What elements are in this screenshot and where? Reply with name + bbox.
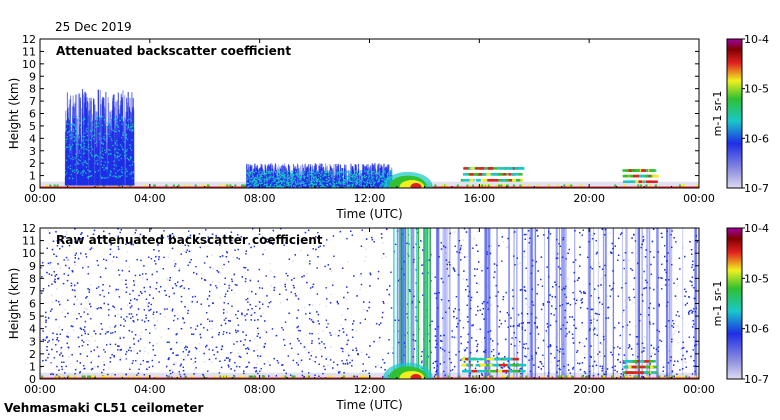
x-tick-label: 08:00 [244, 192, 276, 205]
x-tick-label: 12:00 [354, 192, 386, 205]
colorbar-tick-label: 10-5 [744, 272, 769, 285]
feature-layer-5 [622, 169, 659, 183]
y-tick-label: 10 [22, 58, 36, 71]
feature-blob-3 [383, 362, 433, 379]
y-tick-label: 6 [29, 298, 36, 311]
y-tick-label: 4 [29, 323, 36, 336]
y-tick-label: 1 [29, 170, 36, 183]
y-axis-label: Height (km) [7, 268, 21, 339]
feature-layer-4 [461, 357, 527, 373]
y-tick-label: 6 [29, 108, 36, 121]
plot-background [40, 39, 699, 188]
x-tick-label: 00:00 [683, 192, 715, 205]
x-tick-label: 04:00 [134, 192, 166, 205]
feature-column-2 [246, 163, 393, 188]
plot-area [40, 39, 699, 188]
x-tick-label: 00:00 [683, 383, 715, 396]
instrument-label: Vehmasmaki CL51 ceilometer [4, 401, 204, 415]
y-tick-label: 12 [22, 222, 36, 235]
feature-streaks-2 [393, 228, 432, 379]
plot-area [40, 228, 699, 379]
x-tick-label: 20:00 [573, 383, 605, 396]
y-tick-label: 7 [29, 95, 36, 108]
y-tick-label: 3 [29, 145, 36, 158]
colorbar-tick-label: 10-5 [744, 83, 769, 96]
panel-title: Attenuated backscatter coefficient [56, 44, 291, 58]
y-tick-label: 11 [22, 235, 36, 248]
feature-column-1 [64, 89, 135, 186]
y-tick-label: 10 [22, 247, 36, 260]
feature-layer-5 [622, 360, 658, 374]
y-tick-label: 12 [22, 33, 36, 46]
date-label: 25 Dec 2019 [55, 20, 132, 34]
y-tick-label: 0 [29, 373, 36, 386]
y-tick-label: 5 [29, 310, 36, 323]
y-tick-label: 5 [29, 120, 36, 133]
plot-background [40, 228, 699, 379]
feature-layer-4 [460, 167, 525, 182]
x-tick-label: 08:00 [244, 383, 276, 396]
y-tick-label: 0 [29, 182, 36, 195]
x-tick-label: 20:00 [573, 192, 605, 205]
panel-title: Raw attenuated backscatter coefficient [56, 233, 323, 247]
colorbar-tick-label: 10-4 [744, 222, 769, 235]
y-tick-label: 3 [29, 335, 36, 348]
colorbar-unit-label: m-1 sr-1 [711, 281, 724, 327]
colorbar [726, 38, 743, 189]
colorbar-tick-label: 10-6 [744, 323, 769, 336]
y-axis-label: Height (km) [7, 78, 21, 149]
y-tick-label: 4 [29, 132, 36, 145]
x-tick-label: 12:00 [354, 383, 386, 396]
x-tick-label: 04:00 [134, 383, 166, 396]
colorbar-unit-label: m-1 sr-1 [711, 91, 724, 137]
y-tick-label: 2 [29, 157, 36, 170]
colorbar-tick-label: 10-7 [744, 182, 769, 195]
feature-blob-3 [383, 171, 433, 188]
x-tick-label: 16:00 [463, 192, 495, 205]
y-tick-label: 9 [29, 70, 36, 83]
colorbar-tick-label: 10-6 [744, 132, 769, 145]
colorbar-tick-label: 10-4 [744, 33, 769, 46]
colorbar [726, 227, 743, 380]
y-tick-label: 8 [29, 272, 36, 285]
y-tick-label: 8 [29, 83, 36, 96]
y-tick-label: 7 [29, 285, 36, 298]
y-tick-label: 9 [29, 260, 36, 273]
y-tick-label: 2 [29, 348, 36, 361]
colorbar-tick-label: 10-7 [744, 373, 769, 386]
x-axis-label: Time (UTC) [335, 398, 402, 412]
x-axis-label: Time (UTC) [335, 207, 402, 221]
x-tick-label: 00:00 [24, 383, 56, 396]
y-tick-label: 11 [22, 45, 36, 58]
x-tick-label: 00:00 [24, 192, 56, 205]
y-tick-label: 1 [29, 360, 36, 373]
x-tick-label: 16:00 [463, 383, 495, 396]
